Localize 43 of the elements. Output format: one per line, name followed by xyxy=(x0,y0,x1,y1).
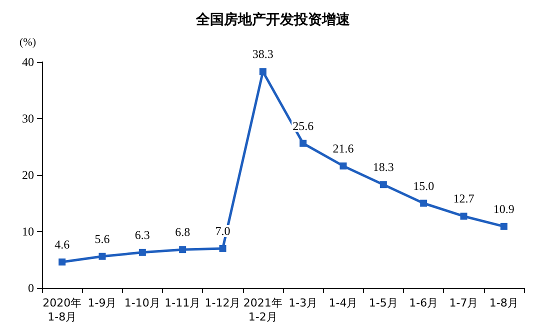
y-tick-label: 20 xyxy=(22,168,34,182)
y-tick-label: 30 xyxy=(22,112,34,126)
x-tick-label: 1-9月 xyxy=(88,296,117,310)
point xyxy=(300,140,307,147)
y-tick-label: 10 xyxy=(22,224,34,238)
x-tick-label: 1-5月 xyxy=(368,296,398,310)
data-label: 38.3 xyxy=(252,47,274,62)
y-tick-label: 0 xyxy=(28,281,34,295)
point xyxy=(98,252,106,260)
x-tick-label: 2020年 1-8月 xyxy=(42,296,82,324)
point xyxy=(340,162,347,170)
x-tick-label: 1-10月 xyxy=(124,296,160,310)
data-label: 18.3 xyxy=(372,160,394,174)
x-tick-label: 1-6月 xyxy=(409,296,438,310)
point xyxy=(138,248,146,256)
data-label: 10.9 xyxy=(493,202,514,216)
y-tick-label: 40 xyxy=(22,55,34,69)
data-label: 25.6 xyxy=(292,118,314,133)
data-label: 12.7 xyxy=(453,192,474,206)
data-label: 7.0 xyxy=(215,224,230,238)
x-tick-label: 1-12月 xyxy=(204,296,241,310)
chart-title: 全国房地产开发投资增速 xyxy=(195,11,351,28)
x-tick-label: 1-7月 xyxy=(449,296,478,310)
point xyxy=(179,246,186,254)
y-axis-title: (%) xyxy=(20,36,36,48)
point xyxy=(500,222,508,230)
x-tick-label: 2021年 1-2月 xyxy=(243,296,282,324)
data-label: 6.3 xyxy=(134,228,150,242)
x-tick-label: 1-8月 xyxy=(489,296,518,310)
data-label: 5.6 xyxy=(94,232,110,246)
data-label: 4.6 xyxy=(54,238,70,252)
data-label: 15.0 xyxy=(413,178,434,193)
point xyxy=(58,258,66,266)
x-tick-label: 1-11月 xyxy=(164,296,201,310)
point xyxy=(219,244,226,252)
x-tick-label: 1-4月 xyxy=(328,296,358,310)
point xyxy=(259,68,266,76)
x-tick-label: 1-3月 xyxy=(288,296,318,310)
point xyxy=(380,181,387,188)
point xyxy=(420,200,428,207)
data-label: 21.6 xyxy=(332,141,354,156)
point xyxy=(460,212,468,220)
data-label: 6.8 xyxy=(175,225,190,240)
